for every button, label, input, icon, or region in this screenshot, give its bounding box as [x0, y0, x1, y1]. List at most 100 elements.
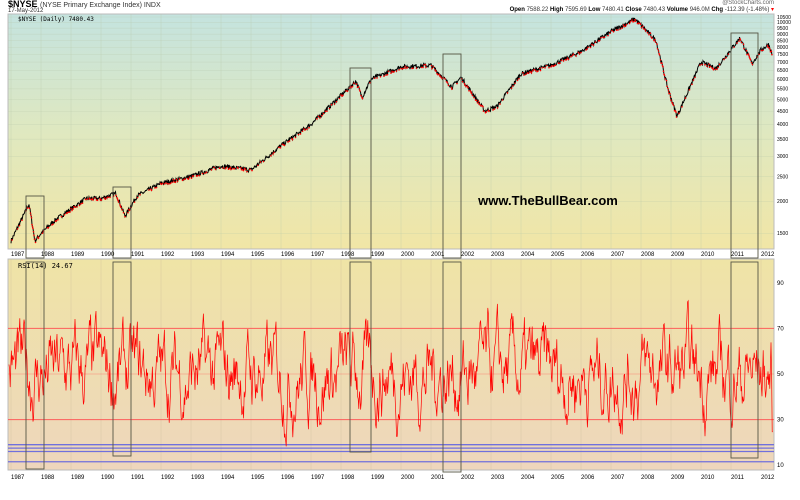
down-mark: [733, 46, 735, 48]
down-mark: [424, 63, 427, 66]
down-mark: [18, 224, 21, 227]
down-mark: [31, 225, 34, 228]
down-mark: [651, 37, 653, 39]
x-tick-label: 2001: [431, 252, 445, 258]
down-mark: [748, 54, 750, 57]
down-mark: [326, 110, 328, 112]
down-mark: [706, 65, 708, 67]
down-mark: [165, 182, 167, 184]
down-mark: [739, 38, 741, 40]
down-mark: [434, 69, 436, 71]
down-mark: [84, 198, 87, 201]
down-mark: [351, 85, 354, 88]
down-mark: [461, 80, 464, 83]
x-tick-label: 2010: [701, 475, 715, 481]
down-mark: [446, 82, 449, 84]
down-mark: [656, 43, 658, 45]
down-mark: [557, 62, 560, 65]
down-mark: [237, 167, 239, 170]
y-tick-label: 2500: [777, 174, 788, 180]
down-mark: [485, 110, 488, 113]
down-mark: [559, 62, 561, 64]
x-tick-label: 1992: [161, 475, 175, 481]
down-mark: [103, 197, 106, 199]
x-tick-label: 2000: [401, 252, 415, 258]
down-mark: [572, 53, 575, 55]
down-mark: [242, 169, 245, 172]
down-mark: [160, 183, 163, 186]
x-tick-label: 1996: [281, 252, 295, 258]
down-mark: [373, 77, 376, 80]
down-mark: [440, 76, 442, 78]
down-mark: [361, 97, 364, 100]
down-mark: [324, 110, 327, 113]
y-tick-label: 3000: [777, 154, 788, 160]
down-mark: [198, 174, 201, 177]
down-mark: [644, 28, 646, 31]
down-mark: [163, 183, 166, 185]
down-mark: [358, 88, 361, 91]
down-mark: [121, 208, 123, 211]
down-mark: [662, 65, 664, 68]
down-mark: [190, 177, 193, 179]
down-mark: [548, 66, 550, 69]
down-mark: [398, 69, 400, 71]
down-mark: [201, 172, 204, 175]
down-mark: [704, 63, 706, 66]
down-mark: [270, 154, 272, 157]
x-tick-label: 1991: [131, 475, 145, 481]
down-mark: [187, 178, 190, 180]
down-mark: [306, 128, 308, 131]
rsi-y-tick-label: 90: [777, 281, 784, 287]
down-mark: [243, 167, 246, 170]
down-mark: [150, 189, 153, 192]
x-tick-label: 2002: [461, 475, 475, 481]
down-mark: [749, 59, 752, 61]
rsi-highlight-box: [25, 261, 45, 470]
down-mark: [32, 227, 34, 230]
y-tick-label: 5500: [777, 87, 788, 93]
down-mark: [669, 96, 672, 98]
x-tick-label: 2001: [431, 475, 445, 481]
x-tick-label: 2003: [491, 475, 505, 481]
down-mark: [551, 64, 553, 67]
down-mark: [470, 91, 472, 94]
down-mark: [169, 182, 172, 185]
y-tick-label: 7500: [777, 52, 788, 58]
down-mark: [648, 33, 650, 36]
down-mark: [33, 238, 36, 241]
down-mark: [425, 66, 427, 69]
down-mark: [133, 201, 136, 203]
down-mark: [34, 241, 37, 244]
down-mark: [739, 39, 742, 41]
down-mark: [451, 88, 453, 90]
down-mark: [664, 78, 666, 80]
down-mark: [172, 178, 175, 181]
highlight-box: [442, 53, 462, 259]
down-mark: [544, 67, 546, 69]
rsi-highlight-box: [442, 261, 462, 473]
y-tick-label: 9000: [777, 32, 788, 38]
down-mark: [617, 29, 619, 31]
down-mark: [518, 78, 520, 80]
down-mark: [432, 66, 435, 68]
down-mark: [341, 95, 343, 97]
down-mark: [506, 92, 509, 94]
down-mark: [127, 211, 129, 214]
down-mark: [465, 85, 467, 88]
down-mark: [355, 83, 358, 85]
x-tick-label: 1988: [41, 252, 55, 258]
down-mark: [738, 40, 740, 42]
down-mark: [386, 73, 389, 76]
down-mark: [499, 103, 501, 105]
down-mark: [699, 64, 701, 66]
down-mark: [615, 29, 618, 31]
down-mark: [447, 84, 450, 87]
x-tick-label: 2009: [671, 475, 685, 481]
down-mark: [28, 207, 31, 209]
down-mark: [637, 22, 640, 24]
down-mark: [478, 103, 480, 105]
y-tick-label: 6500: [777, 68, 788, 74]
down-mark: [545, 64, 548, 67]
down-mark: [251, 169, 253, 172]
